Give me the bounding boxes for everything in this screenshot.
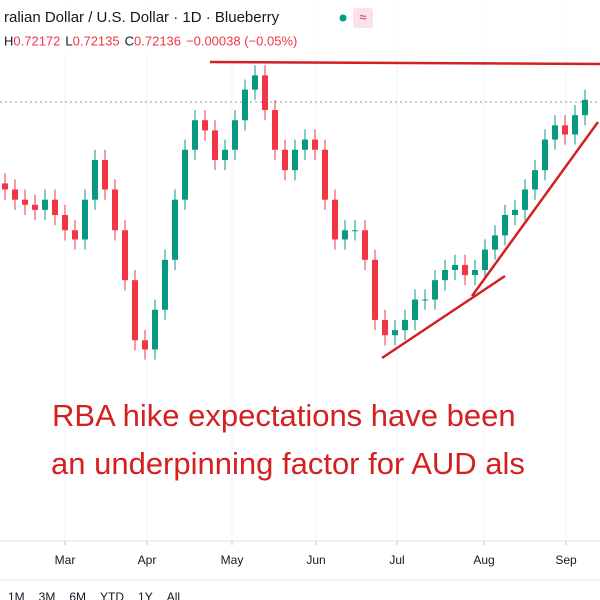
x-tick-label: Sep: [555, 553, 577, 567]
ohlc-label: H: [4, 33, 13, 48]
candle-body: [472, 270, 478, 276]
candle-body: [232, 120, 238, 150]
candle-body: [52, 199, 58, 215]
range-button[interactable]: All: [167, 590, 180, 600]
candle-body: [182, 149, 188, 200]
range-toolbar: 1M 3M 6M YTD 1Y All: [8, 590, 180, 600]
candle-body: [512, 209, 518, 215]
candle-body: [452, 264, 458, 270]
annotation-line: RBA hike expectations have been: [52, 398, 516, 433]
candle-body: [272, 110, 278, 150]
x-tick-label: Jul: [389, 553, 404, 567]
candle-body: [112, 189, 118, 231]
candle-body: [122, 230, 128, 281]
candle-body: [382, 319, 388, 336]
candle-body: [2, 183, 8, 190]
ohlc-value: −0.00038 (−0.05%): [186, 33, 297, 48]
indicator-badge[interactable]: [353, 8, 373, 28]
symbol-title: ralian Dollar / U.S. Dollar · 1D · Blueb…: [4, 9, 280, 26]
candle-body: [72, 230, 78, 240]
candle-body: [462, 264, 468, 276]
candle-body: [412, 299, 418, 320]
x-tick-label: Jun: [306, 553, 325, 567]
ohlc-label: C: [125, 33, 134, 48]
resistance-line: [209, 60, 600, 66]
range-button[interactable]: 1Y: [138, 590, 153, 600]
candle-body: [482, 249, 488, 270]
header-bg: [0, 0, 600, 54]
candle-body: [302, 139, 308, 150]
ohlc-label: L: [65, 33, 72, 48]
candle-body: [332, 199, 338, 240]
candle-body: [12, 189, 18, 200]
candle-body: [372, 259, 378, 320]
candle-body: [562, 125, 568, 135]
range-button[interactable]: 6M: [69, 590, 86, 600]
candle-body: [192, 120, 198, 150]
support-line: [381, 274, 506, 360]
x-tick-label: Apr: [138, 553, 157, 567]
candle-body: [32, 204, 38, 210]
candle-body: [502, 214, 508, 236]
candle-body: [492, 235, 498, 250]
candle-body: [222, 149, 228, 160]
candle-body: [142, 340, 148, 350]
candle-body: [262, 75, 268, 111]
candle-body: [442, 270, 448, 281]
ohlc-value: 0.72136: [134, 33, 181, 48]
status-dot: [339, 14, 347, 22]
candle-body: [62, 214, 68, 231]
x-tick-label: Mar: [55, 553, 76, 567]
range-button[interactable]: 3M: [39, 590, 56, 600]
candle-body: [162, 259, 168, 310]
candle-body: [402, 319, 408, 331]
range-button[interactable]: 1M: [8, 590, 25, 600]
x-tick-label: Aug: [473, 553, 494, 567]
ohlc-status: H 0.72172 L 0.72135 C 0.72136 −0.00038 (−0.05%…: [4, 33, 297, 48]
candle-body: [582, 99, 588, 116]
candle-body: [392, 330, 398, 336]
candle-body: [242, 89, 248, 121]
candle-body: [312, 139, 318, 150]
candle-body: [172, 199, 178, 260]
trend-line: [470, 121, 600, 297]
candle-body: [252, 75, 258, 90]
candle-body: [322, 149, 328, 200]
candle-body: [92, 159, 98, 200]
candle-body: [532, 170, 538, 190]
candle-body: [102, 159, 108, 190]
x-axis: Mar Apr May Jun Jul Aug Sep: [55, 541, 577, 567]
candles: [2, 65, 588, 360]
candle-body: [22, 199, 28, 205]
candle-body: [522, 189, 528, 210]
candle-body: [42, 199, 48, 210]
candle-body: [572, 115, 578, 135]
candle-body: [362, 230, 368, 260]
indicator-icon[interactable]: ≈: [359, 9, 366, 24]
candle-body: [292, 149, 298, 171]
candle-body: [432, 280, 438, 300]
candle-body: [82, 199, 88, 240]
candle-body: [342, 230, 348, 240]
candle-body: [202, 120, 208, 131]
candle-body: [552, 125, 558, 140]
candle-body: [132, 280, 138, 341]
candle-body: [152, 309, 158, 350]
ohlc-value: 0.72135: [73, 33, 120, 48]
candle-body: [212, 130, 218, 160]
annotation-line: an underpinning factor for AUD als: [51, 446, 525, 481]
ohlc-value: 0.72172: [13, 33, 60, 48]
annotation: RBA hike expectations have been an underp…: [51, 398, 525, 481]
candle-body: [422, 299, 428, 301]
x-tick-label: May: [221, 553, 244, 567]
candle-body: [282, 149, 288, 171]
range-button[interactable]: YTD: [100, 590, 124, 600]
candle-body: [352, 230, 358, 232]
candle-body: [542, 139, 548, 171]
